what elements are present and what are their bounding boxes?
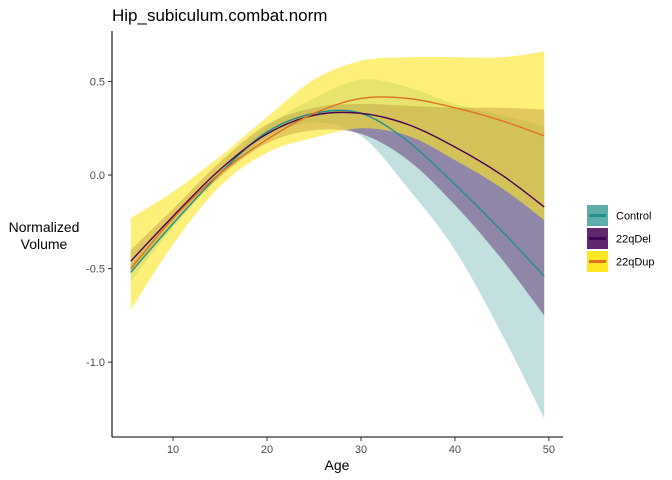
y-tick-label: 0.0 bbox=[90, 170, 105, 182]
x-tick-label: 10 bbox=[167, 444, 179, 456]
chart-title: Hip_subiculum.combat.norm bbox=[112, 6, 327, 25]
x-tick-label: 30 bbox=[355, 444, 367, 456]
legend-label-22qdel: 22qDel bbox=[616, 234, 651, 246]
legend-item-22qdel: 22qDel bbox=[587, 228, 651, 249]
legend-label-22qdup: 22qDup bbox=[616, 257, 655, 269]
x-tick-label: 40 bbox=[449, 444, 461, 456]
line-22qdel bbox=[130, 111, 545, 262]
y-axis-title: Normalized Volume bbox=[9, 219, 80, 252]
legend-item-22qdup: 22qDup bbox=[587, 251, 655, 272]
line-control bbox=[130, 109, 545, 277]
legend: Control 22qDel 22qDup bbox=[587, 205, 655, 272]
legend-item-control: Control bbox=[587, 205, 651, 226]
band-control bbox=[130, 79, 545, 419]
y-tick-label: 0.5 bbox=[90, 77, 105, 89]
y-axis-title-line: Volume bbox=[21, 236, 68, 252]
legend-label-control: Control bbox=[616, 211, 651, 223]
x-tick-label: 20 bbox=[261, 444, 273, 456]
line-22qdup bbox=[130, 96, 545, 270]
y-ticks: -1.0 -0.5 0.0 0.5 bbox=[86, 77, 112, 369]
band-22qdup bbox=[130, 51, 545, 310]
x-ticks: 10 20 30 40 50 bbox=[167, 437, 555, 456]
y-tick-label: -1.0 bbox=[86, 357, 105, 369]
x-tick-label: 50 bbox=[543, 444, 555, 456]
y-axis-title-line: Normalized bbox=[9, 219, 80, 235]
confidence-bands bbox=[130, 51, 545, 419]
x-axis-title: Age bbox=[325, 457, 350, 473]
fit-lines bbox=[130, 96, 545, 277]
y-tick-label: -0.5 bbox=[86, 264, 105, 276]
